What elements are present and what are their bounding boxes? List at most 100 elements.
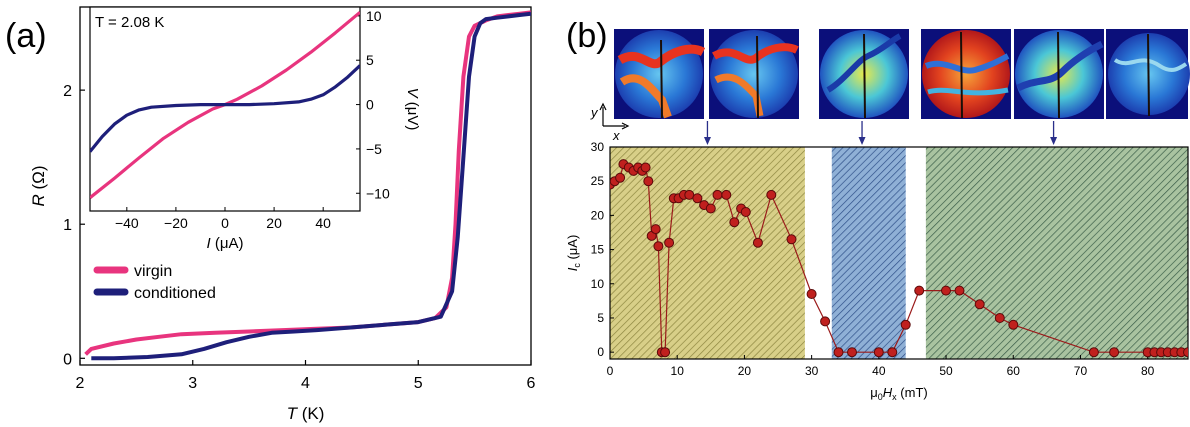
mo-image-5 xyxy=(1014,29,1104,119)
b-main-point xyxy=(643,176,654,187)
b-main-point xyxy=(653,241,664,252)
b-main-point xyxy=(847,347,857,358)
b-main-xtick-label: 30 xyxy=(805,364,819,378)
a-main-xtick-label: 5 xyxy=(414,375,423,392)
b-main-point xyxy=(833,347,844,358)
panel-a-label: (a) xyxy=(5,17,47,55)
a-inset-annotation: T = 2.08 K xyxy=(95,14,164,31)
b-main-point xyxy=(1183,347,1188,358)
a-inset-ylabel: V (μV) xyxy=(404,88,421,131)
a-main-ytick-label: 2 xyxy=(63,83,72,100)
a-inset-xlabel: I (μA) xyxy=(207,235,244,252)
panel-a-main-chart: 2 3 4 5 6 0 1 2 T (K) R (Ω) virgin conditioned xyxy=(29,6,536,423)
a-inset-xtick-label: 0 xyxy=(221,215,229,231)
a-inset-xtick-label: −40 xyxy=(115,215,139,231)
b-main-point xyxy=(1109,347,1120,358)
svg-text:y: y xyxy=(590,105,599,120)
b-main-point xyxy=(873,347,884,358)
b-main-plot-area xyxy=(610,159,1188,358)
b-main-ytick-label: 15 xyxy=(591,243,605,257)
legend-label-conditioned: conditioned xyxy=(134,285,216,302)
b-main-point xyxy=(820,316,831,327)
b-main-xtick-label: 50 xyxy=(939,364,953,378)
b-main-ytick-label: 0 xyxy=(597,345,604,359)
a-inset-plot-area xyxy=(90,11,360,199)
a-inset-ytick-label: −10 xyxy=(366,185,390,201)
panel-b-label: (b) xyxy=(566,17,608,55)
b-main-xtick-label: 80 xyxy=(1141,364,1155,378)
b-main-point xyxy=(786,234,797,245)
b-main-ylabel: Ic (μA) xyxy=(565,235,582,272)
b-main-xtick-label: 10 xyxy=(671,364,685,378)
a-main-ytick-label: 1 xyxy=(63,217,72,234)
b-main-xtick-label: 60 xyxy=(1007,364,1021,378)
b-main-point xyxy=(660,347,671,358)
a-main-xtick-label: 6 xyxy=(527,375,536,392)
svg-text:x: x xyxy=(612,128,620,143)
a-inset-ytick-label: −5 xyxy=(366,141,382,157)
panel-b-main-chart: 0 10 20 30 40 50 60 70 80 0 5 10 15 20 25 30 μ0Hx (mT) Ic… xyxy=(565,121,1189,402)
b-main-ytick-label: 25 xyxy=(591,174,605,188)
b-region-2 xyxy=(831,147,906,359)
b-main-point xyxy=(1088,347,1099,358)
a-inset-xtick-label: 40 xyxy=(315,215,331,231)
magneto-optical-images: y x xyxy=(590,29,1190,143)
b-main-point xyxy=(1008,319,1019,330)
b-main-point xyxy=(740,207,751,217)
b-main-point xyxy=(650,224,661,235)
a-inset-xtick-label: −20 xyxy=(164,215,188,231)
b-main-point xyxy=(615,172,626,183)
a-main-ylabel: R (Ω) xyxy=(29,165,48,206)
b-main-frame xyxy=(609,146,1189,360)
b-main-point xyxy=(729,217,740,228)
b-main-point xyxy=(974,299,985,310)
mo-image-3 xyxy=(819,29,909,119)
b-main-point xyxy=(705,203,716,214)
b-main-point xyxy=(752,237,763,248)
b-main-xtick-label: 20 xyxy=(738,364,752,378)
b-main-xtick-label: 70 xyxy=(1074,364,1088,378)
a-main-xtick-label: 4 xyxy=(301,375,310,392)
mo-image-4 xyxy=(921,29,1011,119)
b-main-xtick-label: 40 xyxy=(872,364,886,378)
b-main-xtick-label: 0 xyxy=(607,364,614,378)
b-main-ytick-label: 5 xyxy=(597,311,604,325)
b-main-point xyxy=(954,285,965,296)
a-inset-ytick-label: 5 xyxy=(366,52,374,68)
a-inset-ytick-label: 0 xyxy=(366,97,374,113)
b-main-point xyxy=(994,313,1005,323)
b-main-point xyxy=(766,189,777,200)
a-inset-ytick-label: 10 xyxy=(366,8,382,24)
xy-axes-indicator: y x xyxy=(590,102,630,143)
b-main-point xyxy=(900,319,911,330)
mo-image-1 xyxy=(614,29,706,119)
a-main-xlabel: T (K) xyxy=(287,404,325,423)
b-arrow-head xyxy=(858,137,866,145)
b-arrow-head xyxy=(703,137,711,145)
a-inset-series-conditioned xyxy=(90,64,360,153)
b-main-point xyxy=(692,193,703,204)
b-main-point xyxy=(806,289,817,299)
b-main-point xyxy=(887,347,898,358)
b-main-ytick-label: 10 xyxy=(591,277,605,291)
b-main-ytick-label: 20 xyxy=(591,208,605,222)
b-main-point xyxy=(721,189,732,200)
a-inset-frame xyxy=(89,6,361,212)
a-main-plot-area xyxy=(84,10,531,361)
b-main-point xyxy=(664,237,675,248)
b-main-point xyxy=(712,189,723,200)
a-main-series-conditioned xyxy=(91,11,531,361)
a-main-ytick-label: 0 xyxy=(63,351,72,368)
b-region-1 xyxy=(610,147,805,359)
a-inset-xtick-label: 20 xyxy=(266,215,282,231)
b-region-3 xyxy=(925,147,1188,359)
b-main-ytick-label: 30 xyxy=(591,140,605,154)
legend-label-virgin: virgin xyxy=(134,263,172,280)
a-main-xtick-label: 3 xyxy=(188,375,197,392)
mo-image-6 xyxy=(1106,29,1190,119)
b-main-point xyxy=(941,285,951,296)
mo-image-2 xyxy=(709,29,799,119)
panel-a-inset-chart: −40 −20 0 20 40 −10 −5 0 5 10 I (μA) V (μV) T = 2.08… xyxy=(89,6,421,252)
b-main-point xyxy=(914,285,925,296)
